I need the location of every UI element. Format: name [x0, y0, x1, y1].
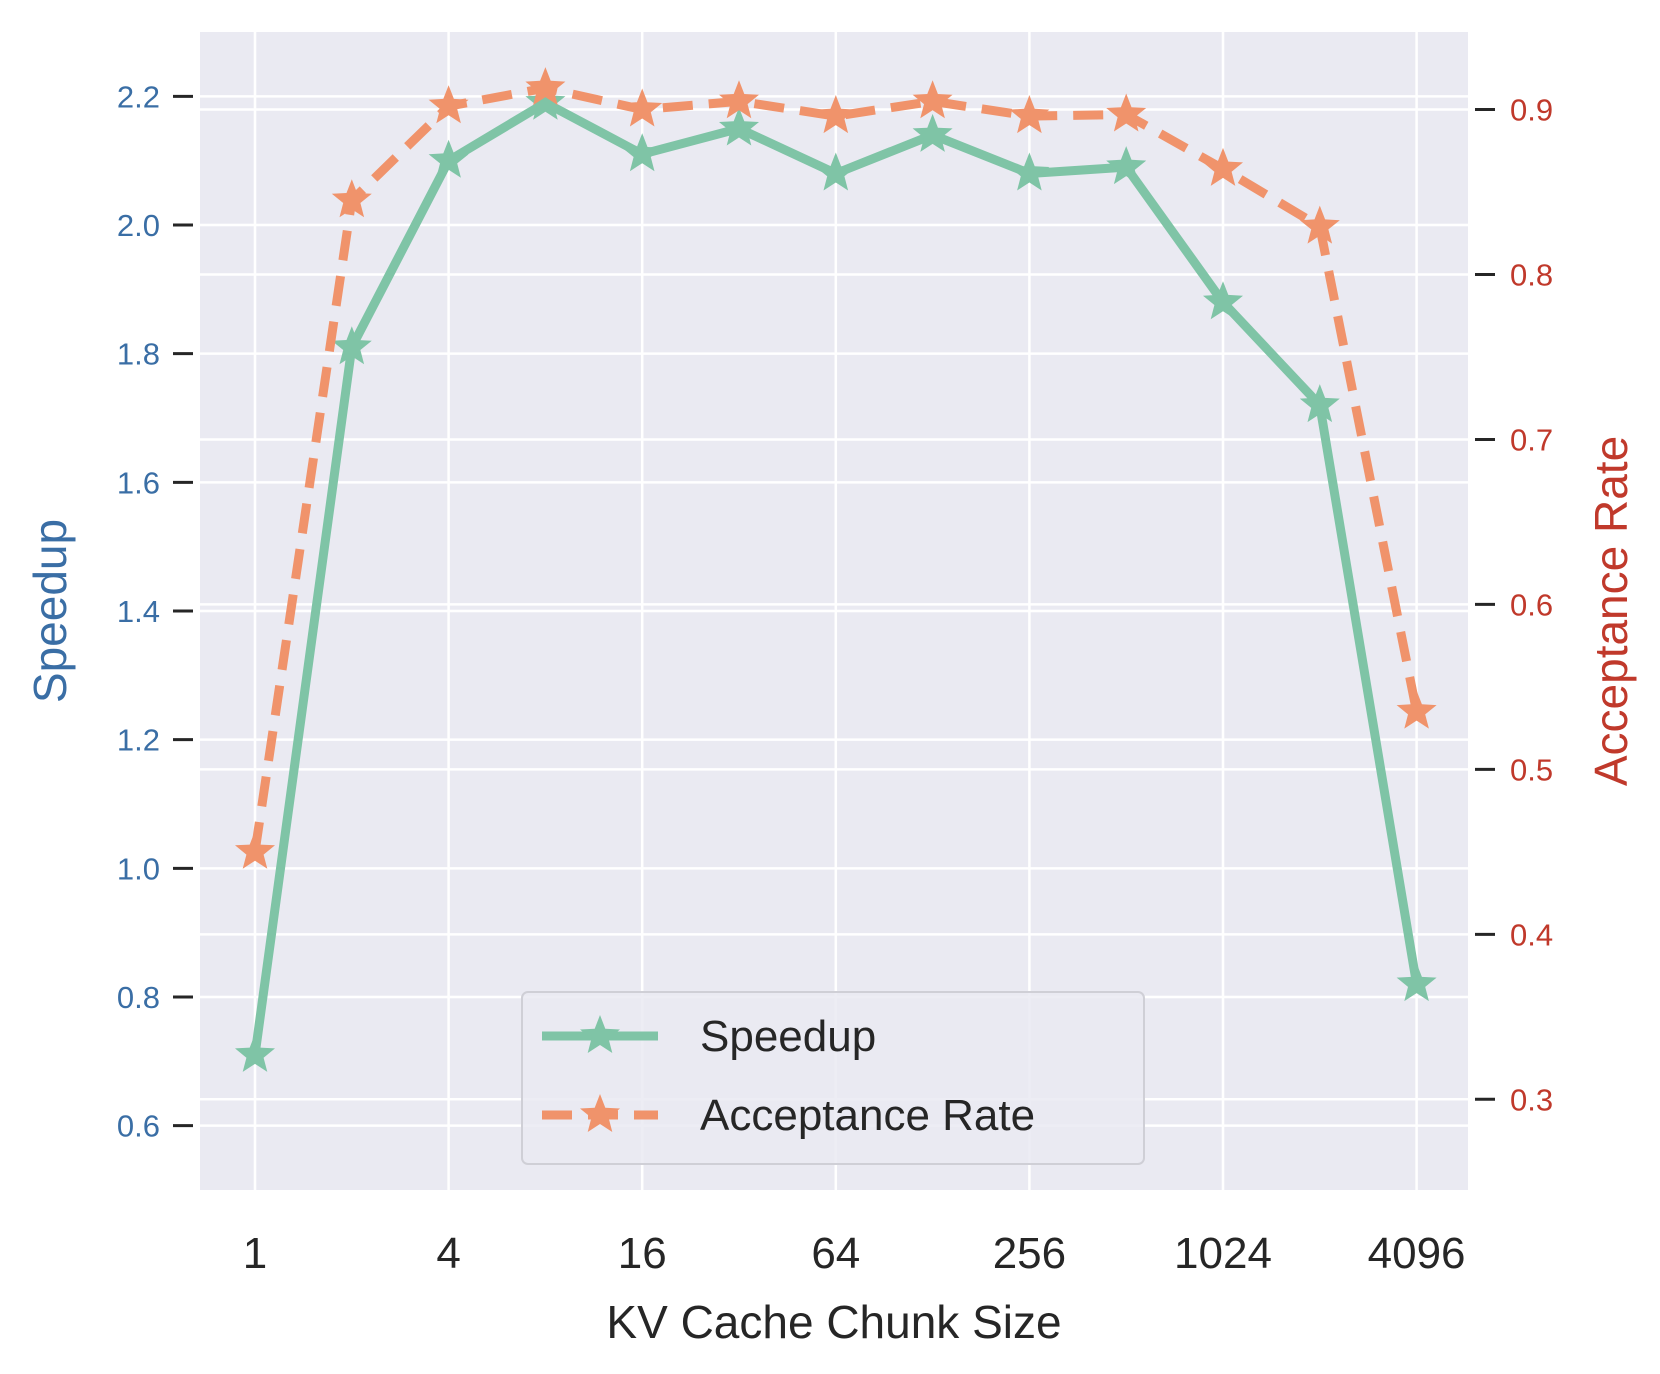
left-y-tick-label: 1.0 — [117, 851, 160, 886]
data-point-star — [622, 88, 663, 127]
series-speedup — [235, 81, 1437, 1072]
data-point-star — [525, 67, 566, 106]
series-layer — [235, 67, 1437, 1072]
data-point-star — [815, 152, 856, 191]
left-y-tick-label: 1.4 — [117, 594, 160, 629]
legend-box — [521, 991, 1145, 1165]
data-point-star — [1203, 147, 1243, 186]
data-point-star — [1009, 95, 1050, 134]
data-point-star — [235, 830, 275, 869]
data-point-star — [719, 107, 759, 146]
left-y-grid — [200, 95, 1468, 1127]
data-point-star — [912, 80, 953, 119]
data-point-star — [1396, 690, 1437, 729]
data-point-star — [719, 80, 759, 119]
data-point-star — [1299, 205, 1340, 244]
data-point-star — [1203, 281, 1243, 320]
right-y-tick-label: 0.6 — [1510, 587, 1553, 622]
right-y-tick-label: 0.9 — [1510, 93, 1553, 128]
legend-marker-star — [580, 1015, 620, 1053]
right-y-tick-label: 0.5 — [1510, 752, 1553, 787]
data-point-star — [1299, 384, 1340, 423]
x-tick-label: 16 — [618, 1229, 667, 1278]
left-y-tick-label: 2.0 — [117, 208, 160, 243]
data-point-star — [428, 85, 469, 124]
data-point-star — [1396, 963, 1437, 1002]
right-y-axis-title: Acceptance Rate — [1585, 436, 1637, 786]
x-ticks: 1 4 16 64 256 1024 4096 — [243, 1229, 1466, 1278]
data-point-star — [1106, 146, 1147, 185]
x-tick-label: 4096 — [1368, 1229, 1466, 1278]
left-y-tick-label: 1.2 — [117, 723, 160, 758]
data-point-star — [428, 139, 469, 178]
left-y-ticks: 0.6 0.8 1.0 1.2 1.4 1.6 1.8 2.0 2.2 — [117, 79, 193, 1144]
right-y-tick-label: 0.4 — [1510, 917, 1553, 952]
x-tick-label: 1 — [243, 1229, 267, 1278]
x-tick-label: 256 — [993, 1229, 1066, 1278]
left-y-tick-label: 1.8 — [117, 337, 160, 372]
data-point-star — [912, 113, 953, 152]
data-point-star — [331, 179, 372, 218]
right-y-ticks: 0.3 0.4 0.5 0.6 0.7 0.8 0.9 — [1475, 93, 1553, 1117]
right-y-tick-label: 0.7 — [1510, 422, 1553, 457]
left-y-axis-title: Speedup — [24, 519, 76, 703]
left-y-tick-label: 0.6 — [117, 1109, 160, 1144]
right-y-tick-label: 0.3 — [1510, 1082, 1553, 1117]
x-tick-label: 4 — [436, 1229, 460, 1278]
legend-label: Speedup — [700, 1012, 876, 1061]
right-y-grid — [200, 108, 1468, 1101]
x-tick-label: 64 — [811, 1229, 860, 1278]
legend: Speedup Acceptance Rate — [521, 991, 1145, 1165]
data-point-star — [525, 81, 566, 120]
data-point-star — [815, 95, 856, 134]
x-axis-title: KV Cache Chunk Size — [606, 1296, 1061, 1348]
data-point-star — [235, 1033, 275, 1072]
data-point-star — [1106, 93, 1147, 132]
data-point-star — [622, 133, 663, 172]
left-y-tick-label: 0.8 — [117, 980, 160, 1015]
x-tick-label: 1024 — [1174, 1229, 1272, 1278]
data-point-star — [1009, 152, 1050, 191]
data-point-star — [331, 326, 372, 365]
series-acceptance-rate — [235, 67, 1437, 869]
left-y-tick-label: 1.6 — [117, 465, 160, 500]
legend-label: Acceptance Rate — [700, 1091, 1035, 1140]
left-y-tick-label: 2.2 — [117, 79, 160, 114]
right-y-tick-label: 0.8 — [1510, 257, 1553, 292]
legend-marker-star — [580, 1094, 620, 1132]
